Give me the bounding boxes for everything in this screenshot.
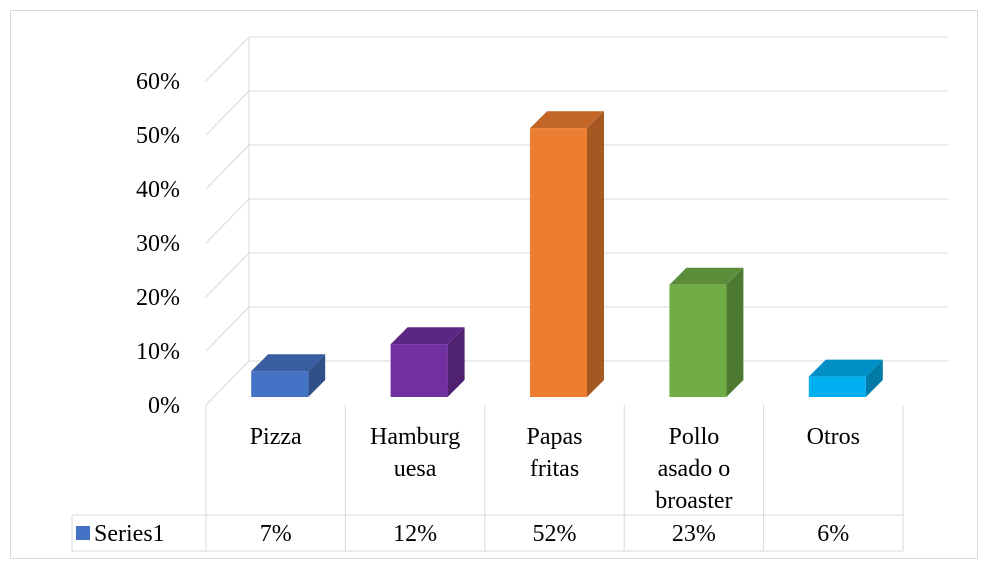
- bar-2: [390, 327, 465, 397]
- gridline-diagonal: [205, 252, 250, 298]
- value-label: 23%: [672, 521, 716, 547]
- y-tick-label: 20%: [136, 285, 180, 311]
- bar-5: [808, 359, 883, 397]
- value-label: 12%: [393, 521, 437, 547]
- bar-top: [808, 359, 883, 377]
- category-label: fritas: [530, 456, 579, 482]
- gridline-diagonal: [205, 144, 250, 190]
- category-label: Pollo: [669, 424, 720, 450]
- y-tick-label: 40%: [136, 177, 180, 203]
- bar-front: [390, 344, 448, 397]
- category-label: Otros: [807, 424, 860, 450]
- bar-front: [530, 128, 587, 397]
- chart-area: [10, 10, 978, 559]
- y-tick-label: 60%: [136, 69, 180, 95]
- gridline-diagonal: [205, 198, 250, 244]
- y-tick-label: 10%: [136, 339, 180, 365]
- bar-1: [251, 354, 326, 397]
- bar-top: [390, 327, 465, 345]
- value-label: 52%: [533, 521, 577, 547]
- bar-top: [669, 267, 744, 285]
- gridline-diagonal: [205, 36, 250, 82]
- bar-top: [251, 354, 326, 372]
- gridline-diagonal: [205, 306, 250, 352]
- bar-front: [669, 284, 727, 397]
- bar-top: [530, 111, 604, 129]
- y-tick-label: 50%: [136, 123, 180, 149]
- y-tick-label: 30%: [136, 231, 180, 257]
- category-label: broaster: [655, 488, 732, 514]
- category-label: uesa: [394, 456, 437, 482]
- bar-side: [726, 267, 744, 397]
- category-label: Pizza: [250, 424, 302, 450]
- y-tick-label: 0%: [148, 393, 180, 419]
- bar-3: [530, 111, 604, 397]
- bar-side: [865, 359, 883, 397]
- gridline-diagonal: [205, 360, 250, 406]
- value-label: 7%: [260, 521, 292, 547]
- y-axis-ticks: 0% 10% 20% 30% 40% 50% 60%: [136, 69, 180, 419]
- category-label: Papas: [527, 424, 583, 450]
- category-label: Hamburg: [370, 424, 460, 450]
- data-table: Pizza Hamburg uesa Papas fritas Pollo asado o b…: [71, 405, 904, 552]
- bar-side: [308, 354, 326, 397]
- bar-4: [669, 267, 744, 397]
- bar-side: [447, 327, 465, 397]
- bar-side: [587, 111, 604, 397]
- bar-front: [251, 371, 309, 397]
- gridline-diagonal: [205, 90, 250, 136]
- bars: [251, 111, 883, 397]
- value-label: 6%: [817, 521, 849, 547]
- legend-marker: [76, 526, 90, 540]
- series-name: Series1: [94, 521, 165, 547]
- bar-front: [808, 376, 866, 397]
- category-label: asado o: [658, 456, 731, 482]
